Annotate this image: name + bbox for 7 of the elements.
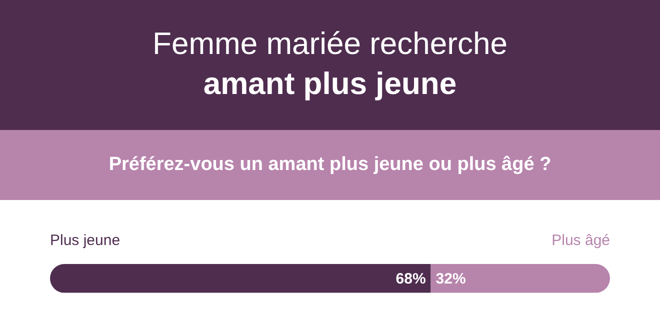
text: Préférez-vous un amant plus jeune ou plus âgé ?: [108, 154, 552, 175]
chart-subtitle: amant plus jeune: [202, 65, 458, 103]
data-label: 32%: [436, 270, 466, 288]
series-label: Plus âgé: [552, 232, 610, 249]
chart-title: Femme mariée recherche: [152, 25, 508, 63]
series-label: Plus jeune: [50, 232, 120, 249]
data-label: 68%: [396, 270, 426, 288]
